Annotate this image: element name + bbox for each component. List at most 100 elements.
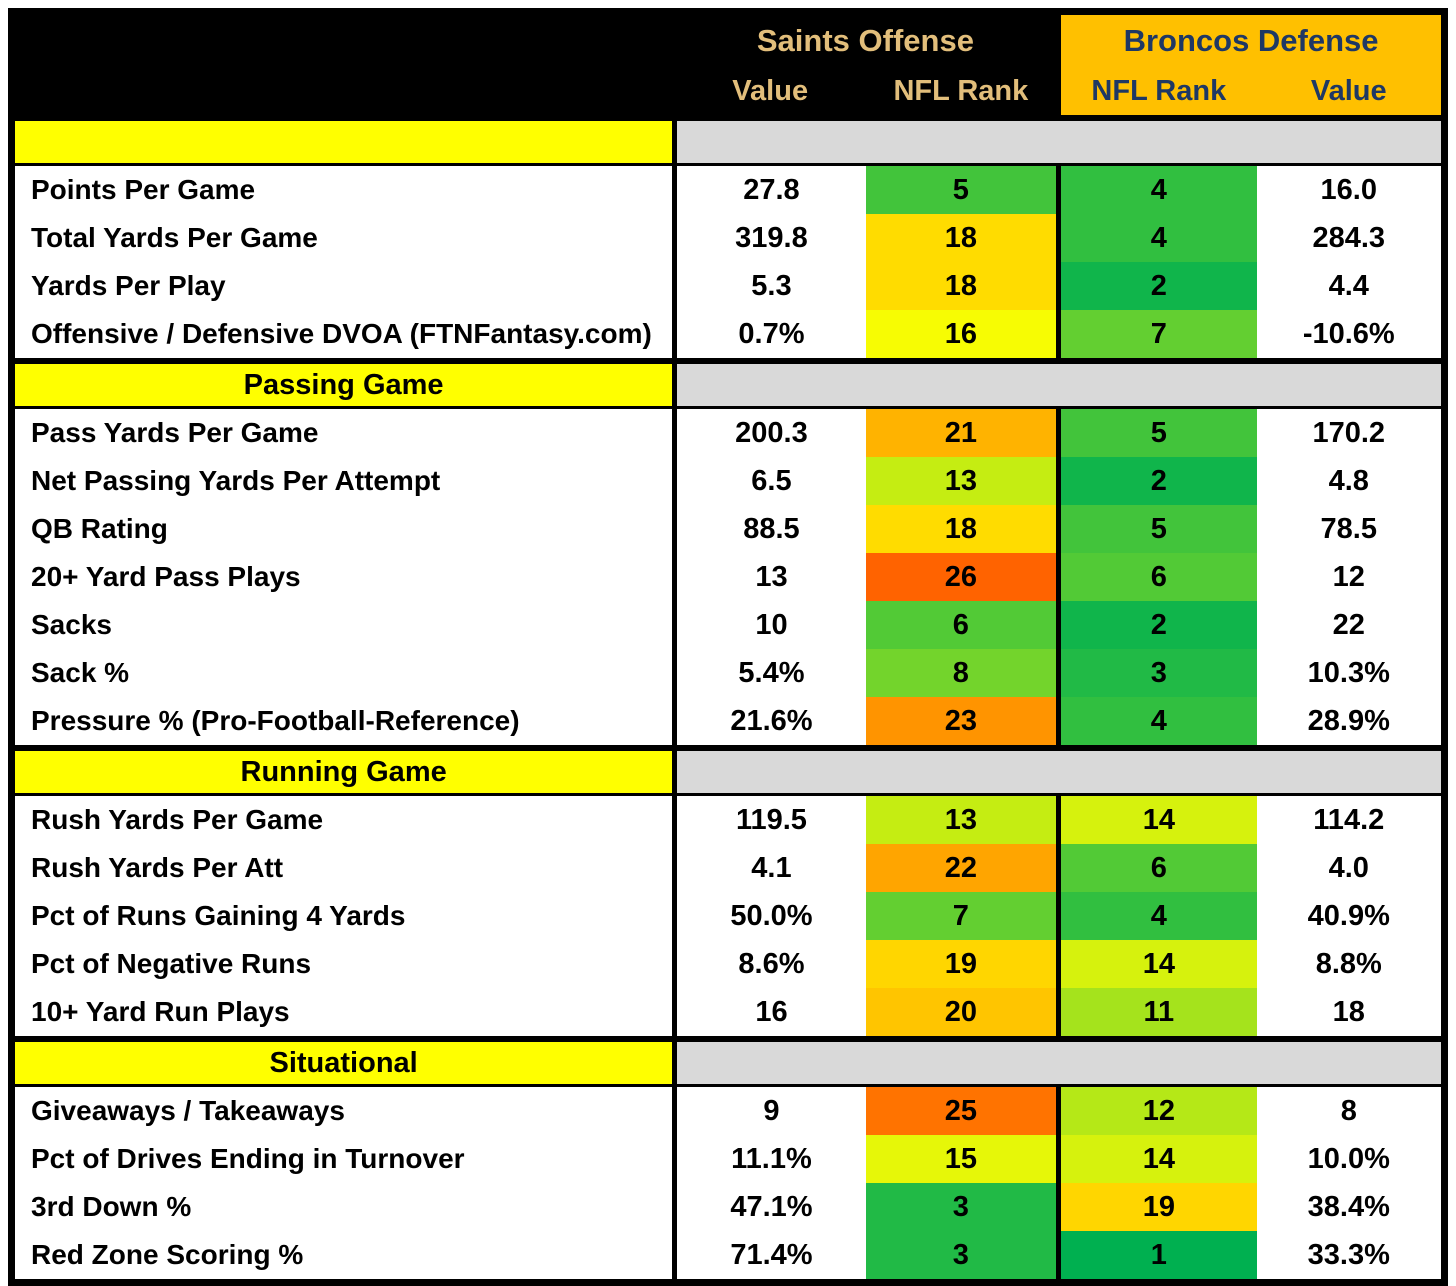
saints-value: 13 (674, 553, 866, 601)
broncos-value: 114.2 (1256, 794, 1445, 844)
saints-value: 319.8 (674, 214, 866, 262)
broncos-value: 40.9% (1256, 892, 1445, 940)
stat-label: Giveaways / Takeaways (11, 1085, 678, 1135)
table-row: 10+ Yard Run Plays 16 20 11 18 (11, 988, 1445, 1039)
saints-value: 0.7% (674, 310, 866, 361)
saints-value: 6.5 (674, 457, 866, 505)
stat-label: Points Per Game (11, 164, 678, 214)
broncos-rank: 2 (1056, 457, 1257, 505)
table-row: 3rd Down % 47.1% 3 19 38.4% (11, 1183, 1445, 1231)
stat-label: Pct of Runs Gaining 4 Yards (11, 892, 678, 940)
saints-rank: 25 (865, 1085, 1059, 1135)
table-row: Sacks 10 6 2 22 (11, 601, 1445, 649)
section-header-row: Situational (11, 1036, 1445, 1087)
broncos-rank: 5 (1056, 505, 1257, 553)
broncos-rank: 12 (1056, 1085, 1257, 1135)
saints-rank: 22 (865, 844, 1059, 892)
broncos-rank: 6 (1056, 553, 1257, 601)
team-header-row: Saints Offense Broncos Defense (11, 9, 1445, 67)
broncos-value: 284.3 (1256, 214, 1445, 262)
table-row: Net Passing Yards Per Attempt 6.5 13 2 4… (11, 457, 1445, 505)
saints-value: 11.1% (674, 1135, 866, 1183)
broncos-rank: 14 (1056, 940, 1257, 988)
table-row: Pct of Runs Gaining 4 Yards 50.0% 7 4 40… (11, 892, 1445, 940)
table-row: Pass Yards Per Game 200.3 21 5 170.2 (11, 407, 1445, 457)
broncos-value: 4.0 (1256, 844, 1445, 892)
broncos-rank: 11 (1056, 988, 1257, 1039)
saints-rank: 5 (865, 164, 1059, 214)
saints-rank: 13 (865, 457, 1059, 505)
broncos-rank: 4 (1056, 214, 1257, 262)
broncos-rank: 4 (1056, 697, 1257, 748)
saints-rank: 3 (865, 1183, 1059, 1231)
table-row: Red Zone Scoring % 71.4% 3 1 33.3% (11, 1231, 1445, 1283)
table-row: 20+ Yard Pass Plays 13 26 6 12 (11, 553, 1445, 601)
broncos-rank: 7 (1056, 310, 1257, 361)
table-row: Pct of Negative Runs 8.6% 19 14 8.8% (11, 940, 1445, 988)
broncos-value: 170.2 (1256, 407, 1445, 457)
stat-label: Rush Yards Per Att (11, 844, 678, 892)
saints-rank: 13 (865, 794, 1059, 844)
broncos-rank: 4 (1056, 164, 1257, 214)
section-header-row: Passing Game (11, 358, 1445, 409)
stat-label: Pressure % (Pro-Football-Reference) (11, 697, 678, 748)
stat-label: Yards Per Play (11, 262, 678, 310)
broncos-value: 78.5 (1256, 505, 1445, 553)
stat-label: Total Yards Per Game (11, 214, 678, 262)
saints-value: 50.0% (674, 892, 866, 940)
broncos-value: 10.0% (1256, 1135, 1445, 1183)
table-row: Yards Per Play 5.3 18 2 4.4 (11, 262, 1445, 310)
section-title (11, 115, 678, 166)
broncos-value: 38.4% (1256, 1183, 1445, 1231)
broncos-rank-header: NFL Rank (1056, 67, 1257, 118)
broncos-rank: 2 (1056, 601, 1257, 649)
stat-label: Sack % (11, 649, 678, 697)
saints-offense-title: Saints Offense (674, 11, 1059, 67)
broncos-value: 22 (1256, 601, 1445, 649)
saints-value: 47.1% (674, 1183, 866, 1231)
stat-label: Net Passing Yards Per Attempt (11, 457, 678, 505)
saints-value: 200.3 (674, 407, 866, 457)
section-title: Passing Game (11, 358, 678, 409)
saints-value: 27.8 (674, 164, 866, 214)
saints-rank: 18 (865, 505, 1059, 553)
section-band (674, 1036, 1445, 1087)
broncos-value: 8 (1256, 1085, 1445, 1135)
saints-rank: 16 (865, 310, 1059, 361)
table-row: Sack % 5.4% 8 3 10.3% (11, 649, 1445, 697)
header-spacer (11, 67, 675, 118)
broncos-rank: 4 (1056, 892, 1257, 940)
stat-label: Red Zone Scoring % (11, 1231, 678, 1283)
stats-comparison-table: Saints Offense Broncos Defense Value NFL… (8, 8, 1448, 1286)
saints-value: 71.4% (674, 1231, 866, 1283)
saints-value: 9 (674, 1085, 866, 1135)
table-row: QB Rating 88.5 18 5 78.5 (11, 505, 1445, 553)
broncos-value: 28.9% (1256, 697, 1445, 748)
saints-rank: 8 (865, 649, 1059, 697)
table-row: Pct of Drives Ending in Turnover 11.1% 1… (11, 1135, 1445, 1183)
table-row: Offensive / Defensive DVOA (FTNFantasy.c… (11, 310, 1445, 361)
table-row: Rush Yards Per Att 4.1 22 6 4.0 (11, 844, 1445, 892)
saints-rank: 7 (865, 892, 1059, 940)
saints-rank: 18 (865, 262, 1059, 310)
saints-value: 5.3 (674, 262, 866, 310)
stat-label: Pct of Drives Ending in Turnover (11, 1135, 678, 1183)
section-band (674, 358, 1445, 409)
section-title: Situational (11, 1036, 678, 1087)
saints-value: 10 (674, 601, 866, 649)
saints-rank: 15 (865, 1135, 1059, 1183)
saints-rank: 6 (865, 601, 1059, 649)
saints-rank: 19 (865, 940, 1059, 988)
table-row: Pressure % (Pro-Football-Reference) 21.6… (11, 697, 1445, 748)
saints-rank: 20 (865, 988, 1059, 1039)
broncos-rank: 6 (1056, 844, 1257, 892)
saints-rank: 23 (865, 697, 1059, 748)
broncos-value: 18 (1256, 988, 1445, 1039)
broncos-rank: 1 (1056, 1231, 1257, 1283)
section-band (674, 745, 1445, 796)
stat-label: Rush Yards Per Game (11, 794, 678, 844)
saints-rank: 3 (865, 1231, 1059, 1283)
broncos-rank: 2 (1056, 262, 1257, 310)
broncos-rank: 14 (1056, 1135, 1257, 1183)
stat-label: 20+ Yard Pass Plays (11, 553, 678, 601)
